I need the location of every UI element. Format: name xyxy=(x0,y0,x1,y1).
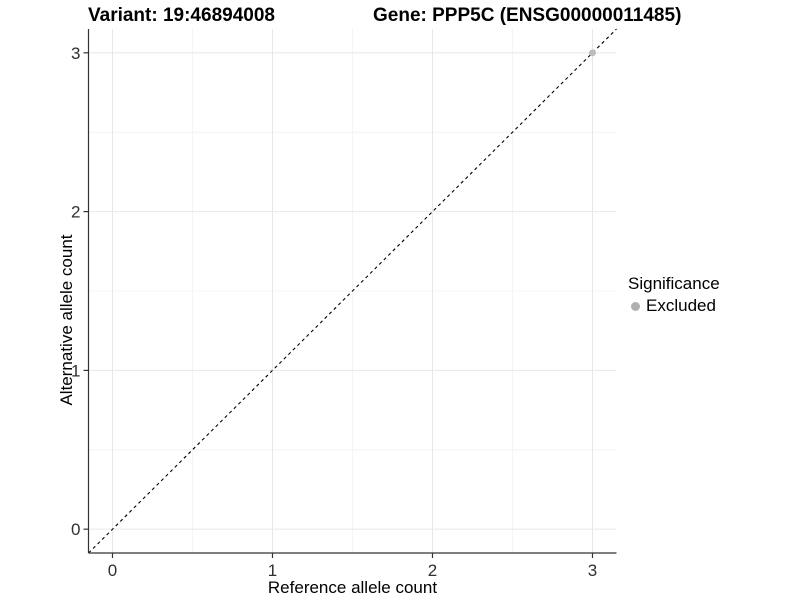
x-tick-label: 2 xyxy=(428,561,437,580)
y-tick-label: 0 xyxy=(71,520,80,539)
legend-point-icon xyxy=(631,301,640,311)
legend-item-label: Excluded xyxy=(646,296,716,315)
y-tick-label: 3 xyxy=(71,44,80,63)
identity-line xyxy=(88,28,617,554)
x-tick-label: 3 xyxy=(588,561,597,580)
plot-title-gene: Gene: PPP5C (ENSG00000011485) xyxy=(373,5,682,26)
legend-title: Significance xyxy=(628,274,720,293)
x-axis-title: Reference allele count xyxy=(267,578,438,597)
legend-item-excluded: Excluded xyxy=(631,296,720,316)
legend: Significance Excluded xyxy=(628,274,720,316)
data-point-excluded xyxy=(589,49,596,57)
y-tick-label: 2 xyxy=(71,203,80,222)
plot-title-variant: Variant: 19:46894008 xyxy=(88,5,275,26)
x-tick-label: 0 xyxy=(108,561,117,580)
y-axis-title: Alternative allele count xyxy=(57,234,76,406)
y-tick-label: 1 xyxy=(71,361,80,380)
x-tick-label: 1 xyxy=(268,561,277,580)
